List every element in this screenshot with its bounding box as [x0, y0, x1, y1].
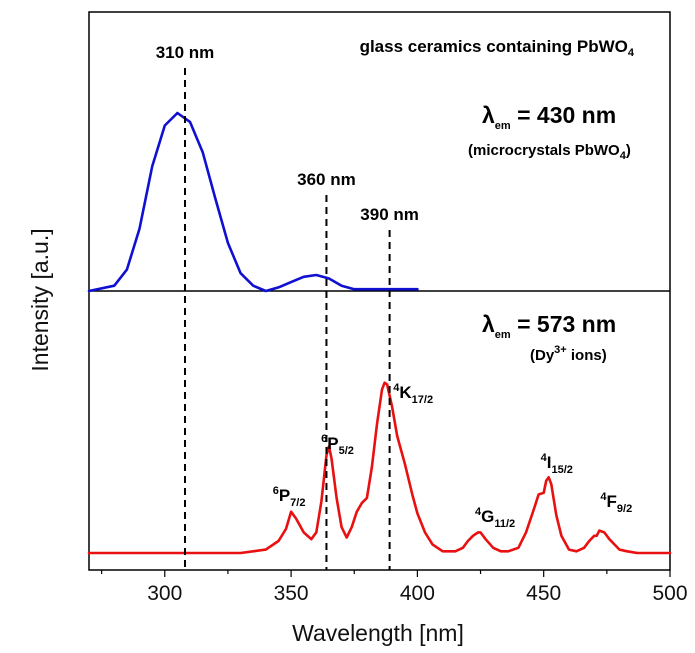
x-tick-label: 350	[274, 582, 309, 605]
marker-label: 390 nm	[360, 205, 419, 224]
x-tick-label: 300	[147, 582, 182, 605]
x-tick-label: 450	[526, 582, 561, 605]
peak-term-label: 4I15/2	[541, 452, 573, 476]
y-axis-title: Intensity [a.u.]	[27, 228, 53, 371]
top-panel-title: glass ceramics containing PbWO4	[360, 37, 635, 59]
x-tick-label: 500	[652, 582, 687, 605]
marker-label: 360 nm	[297, 170, 356, 189]
peak-term-label: 4G11/2	[475, 506, 515, 530]
x-axis-title: Wavelength [nm]	[292, 620, 464, 646]
marker-label: 310 nm	[156, 43, 215, 62]
peak-term-label: 4K17/2	[393, 382, 433, 406]
marker-layer	[183, 68, 391, 570]
bottom-em-note: (Dy3+ ions)	[530, 344, 607, 364]
top-em-label: λem = 430 nm	[482, 102, 616, 132]
bottom-em-label: λem = 573 nm	[482, 311, 616, 341]
axes-layer: 300 350 400 450 500	[88, 11, 688, 605]
peak-term-label: 6P5/2	[321, 433, 354, 457]
excitation-line-bottom	[87, 381, 672, 555]
excitation-line-top	[87, 111, 419, 293]
peak-term-label: 4F9/2	[600, 491, 632, 515]
top-em-note: (microcrystals PbWO4)	[468, 142, 631, 162]
peak-term-label: 6P7/2	[273, 485, 306, 509]
x-tick-label: 400	[400, 582, 435, 605]
